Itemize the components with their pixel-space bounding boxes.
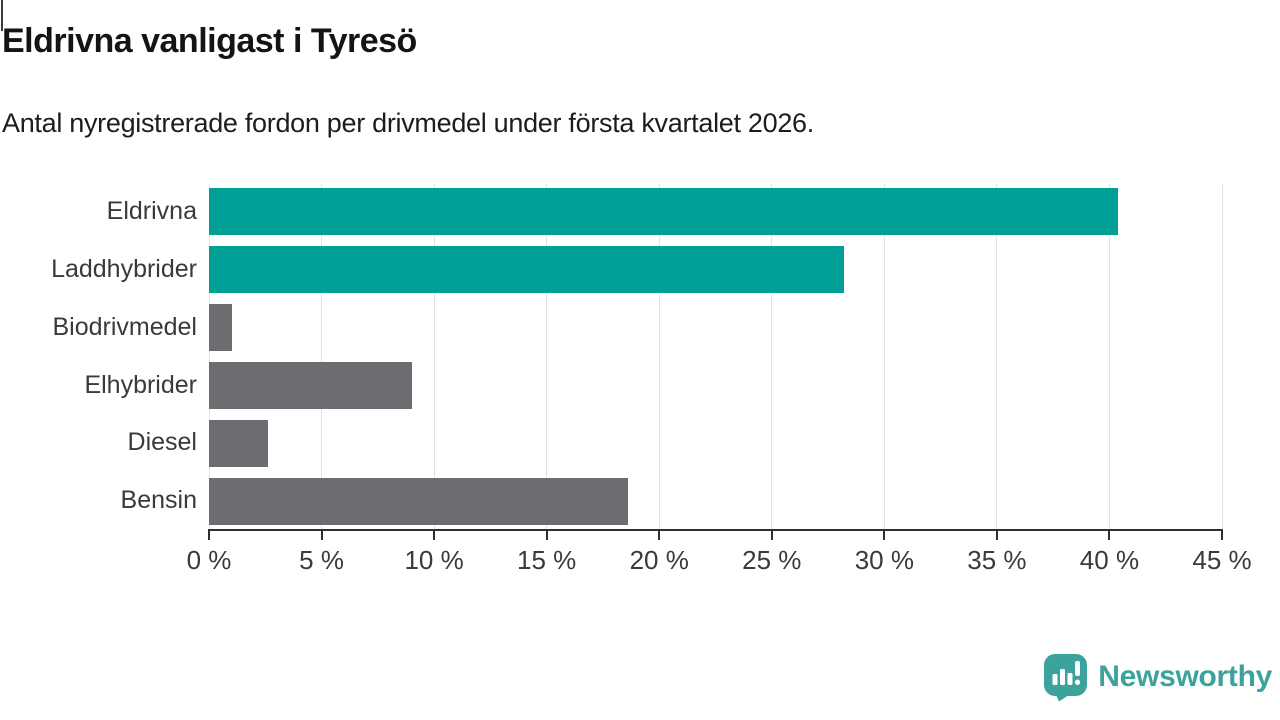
x-tick-label-3: 15 % [517,545,577,575]
x-tick-6 [883,531,886,540]
newsworthy-speech-bubble-chart-icon [1043,653,1088,702]
x-tick-1 [320,531,323,540]
gridline-25% [771,183,773,530]
x-tick-label-8: 40 % [1079,545,1140,575]
x-tick-label-4: 20 % [629,545,689,575]
x-tick-0 [208,531,210,540]
gridline-5% [321,183,323,530]
gridline-45% [1221,183,1223,530]
category-label-bensin: Bensin [120,486,197,515]
bar-laddhybrider [209,246,844,294]
bar-elhybrider [209,361,412,409]
x-tick-label-0: 0 % [186,545,232,575]
x-tick-label-7: 35 % [967,545,1027,575]
x-tick-8 [1108,531,1111,540]
bar-biodrivmedel [209,304,232,352]
x-tick-9 [1221,531,1223,540]
x-tick-3 [545,531,548,540]
x-tick-7 [995,531,998,540]
category-axis-labels: Eldrivna Laddhybrider Biodrivmedel Elhybrid… [0,183,197,530]
x-tick-label-5: 25 % [742,545,802,575]
newsworthy-brand-text: Newsworthy [1098,660,1272,693]
x-axis-tick-labels: 0 % 5 % 10 % 15 % 20 % 25 % 30 % 35 % 40 % 45 % [187,545,1252,577]
gridline-0% [208,183,210,530]
x-tick-4 [658,531,661,540]
bar-diesel [209,419,268,467]
edge-artifact-mark [1,0,3,31]
chart-title: Eldrivna vanligast i Tyresö [2,22,417,60]
x-tick-2 [433,531,436,540]
category-label-elhybrider: Elhybrider [84,370,197,399]
x-tick-label-2: 10 % [404,545,464,575]
gridline-10% [433,183,435,530]
category-label-biodrivmedel: Biodrivmedel [52,312,197,341]
chart-subtitle: Antal nyregistrerade fordon per drivmede… [2,108,814,138]
gridline-30% [883,183,885,530]
x-tick-5 [770,531,773,540]
x-axis-ticks [208,531,1223,541]
x-tick-label-9: 45 % [1192,545,1252,575]
x-tick-label-1: 5 % [299,545,344,575]
newsworthy-logo: Newsworthy [1043,652,1272,702]
gridline-15% [546,183,548,530]
gridline-40% [1108,183,1110,530]
gridline-20% [658,183,660,530]
plot-area [208,183,1223,530]
bar-eldrivna [209,188,1119,236]
category-label-eldrivna: Eldrivna [106,197,197,225]
x-axis-line [208,529,1223,531]
x-tick-label-6: 30 % [854,545,914,575]
category-label-diesel: Diesel [127,428,197,457]
category-label-laddhybrider: Laddhybrider [51,254,197,283]
gridline-35% [996,183,998,530]
bar-bensin [209,477,628,525]
